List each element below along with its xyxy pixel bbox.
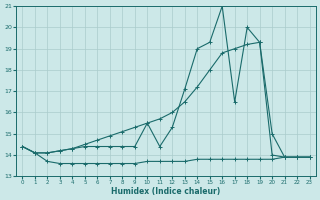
X-axis label: Humidex (Indice chaleur): Humidex (Indice chaleur) — [111, 187, 221, 196]
